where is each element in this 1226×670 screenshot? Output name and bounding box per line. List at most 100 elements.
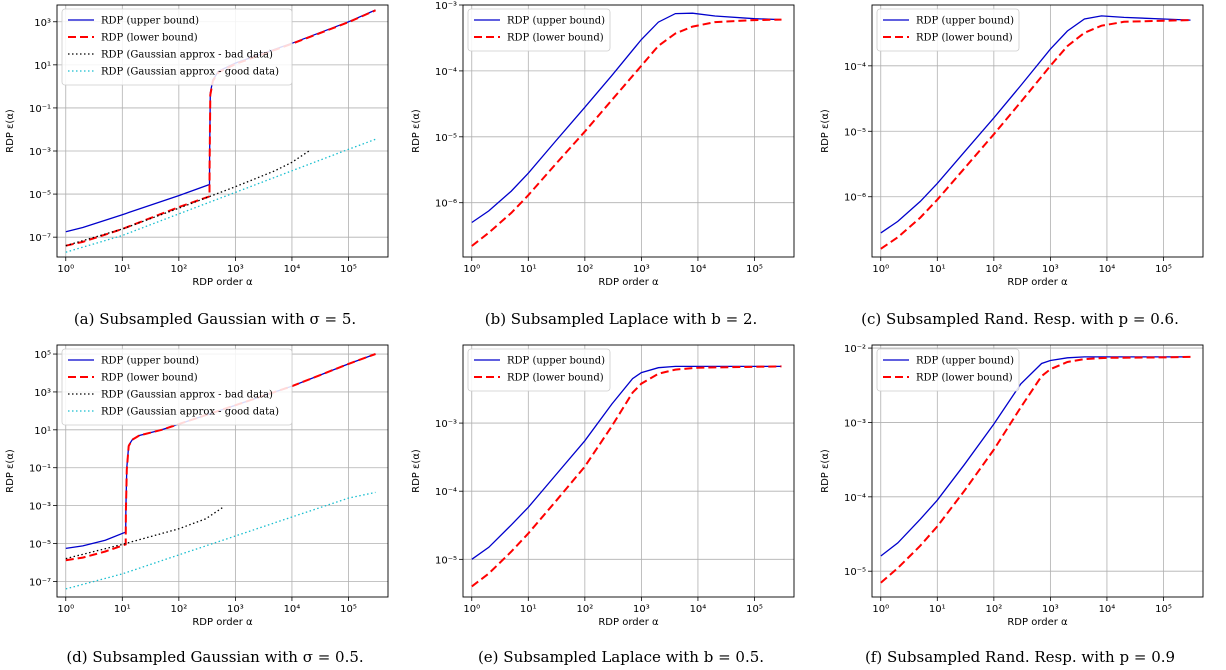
y-tick-label: 10⁻⁶ <box>435 199 457 210</box>
x-tick-label: 10² <box>576 604 593 615</box>
legend-label: RDP (lower bound) <box>101 373 198 384</box>
x-tick-label: 10¹ <box>114 264 131 275</box>
x-axis-label: RDP order α <box>598 617 659 628</box>
series-line <box>471 365 782 588</box>
legend-label: RDP (Gaussian approx - good data) <box>101 407 279 418</box>
legend-box <box>467 348 611 392</box>
legend-label: RDP (upper bound) <box>507 356 605 367</box>
legend: RDP (upper bound) RDP (lower bound) RDP (G… <box>61 8 293 86</box>
x-axis-label: RDP order α <box>1007 277 1068 288</box>
y-tick-label: 10⁻⁵ <box>844 567 866 578</box>
y-tick-label: 10⁻⁴ <box>844 493 866 504</box>
y-tick-label: 10⁻⁵ <box>435 133 457 144</box>
y-tick-label: 10⁻³ <box>435 419 457 430</box>
y-tick-label: 10⁻⁵ <box>29 539 51 550</box>
legend-label: RDP (upper bound) <box>507 16 605 27</box>
chart-caption: (c) Subsampled Rand. Resp. with p = 0.6. <box>861 310 1179 328</box>
x-axis-label: RDP order α <box>598 277 659 288</box>
y-tick-label: 10⁻⁴ <box>435 67 457 78</box>
legend-label: RDP (upper bound) <box>101 16 199 27</box>
legend: RDP (upper bound) RDP (lower bound) <box>876 348 1020 392</box>
legend-label: RDP (upper bound) <box>916 356 1014 367</box>
y-tick-label: 10⁻³ <box>29 502 51 513</box>
legend: RDP (upper bound) RDP (lower bound) RDP (G… <box>61 348 293 426</box>
series-line <box>880 355 1191 584</box>
y-axis-label: RDP ε(α) <box>5 449 16 493</box>
legend: RDP (upper bound) RDP (lower bound) <box>467 8 611 52</box>
x-tick-label: 10² <box>576 264 593 275</box>
legend-box <box>61 348 293 426</box>
legend-label: RDP (Gaussian approx - good data) <box>101 67 279 78</box>
chart-panel-f: 10⁰ 10¹ 10² 10³ 10⁴ 10⁵ 10⁻⁵ 10⁻⁴ 10⁻³ 10⁻² RDP or… <box>820 344 1204 666</box>
y-tick-label: 10¹ <box>34 61 51 72</box>
series-group <box>471 12 782 247</box>
series-line <box>471 18 782 247</box>
y-tick-label: 10³ <box>34 18 51 29</box>
chart-panel-e: 10⁰ 10¹ 10² 10³ 10⁴ 10⁵ 10⁻⁵ 10⁻⁴ 10⁻³ RDP order … <box>411 344 795 666</box>
x-tick-label: 10⁵ <box>1155 264 1172 275</box>
y-tick-label: 10¹ <box>34 426 51 437</box>
legend-box <box>876 348 1020 392</box>
y-tick-label: 10⁻² <box>844 344 866 355</box>
x-tick-label: 10⁵ <box>746 604 763 615</box>
x-tick-label: 10¹ <box>520 264 537 275</box>
legend-label: RDP (upper bound) <box>916 16 1014 27</box>
chart-panel-a: 10⁰ 10¹ 10² 10³ 10⁴ 10⁵ 10⁻⁷ 10⁻⁵ 10⁻³ 10⁻¹ 10¹ 10³… <box>5 4 389 328</box>
legend-label: RDP (lower bound) <box>101 33 198 44</box>
x-tick-label: 10⁴ <box>1099 264 1116 275</box>
y-tick-label: 10⁻⁴ <box>844 62 866 73</box>
legend-label: RDP (lower bound) <box>916 373 1013 384</box>
legend-label: RDP (lower bound) <box>507 33 604 44</box>
x-tick-label: 10⁵ <box>340 264 357 275</box>
plot-frame <box>871 4 1204 258</box>
x-axis-label: RDP order α <box>1007 617 1068 628</box>
plot-frame <box>56 4 389 258</box>
x-tick-label: 10² <box>170 264 187 275</box>
series-line <box>880 15 1191 234</box>
series-group <box>880 15 1191 250</box>
y-axis-label: RDP ε(α) <box>5 109 16 153</box>
plot-frame <box>462 4 795 258</box>
y-tick-label: 10⁻³ <box>29 147 51 158</box>
chart-panel-d: 10⁰ 10¹ 10² 10³ 10⁴ 10⁵ 10⁻⁷ 10⁻⁵ 10⁻³ 10⁻¹ 10¹ 10³… <box>5 344 389 666</box>
plot-frame <box>56 344 389 598</box>
series-line <box>880 356 1191 557</box>
x-tick-label: 10⁴ <box>690 264 707 275</box>
series-line <box>471 12 782 224</box>
legend-label: RDP (lower bound) <box>916 33 1013 44</box>
x-tick-label: 10⁰ <box>57 264 74 275</box>
x-tick-label: 10³ <box>633 604 650 615</box>
y-tick-label: 10⁻⁶ <box>844 193 866 204</box>
x-tick-label: 10⁵ <box>746 264 763 275</box>
x-tick-label: 10⁵ <box>340 604 357 615</box>
legend: RDP (upper bound) RDP (lower bound) <box>876 8 1020 52</box>
chart-caption: (b) Subsampled Laplace with b = 2. <box>485 310 758 328</box>
legend: RDP (upper bound) RDP (lower bound) <box>467 348 611 392</box>
x-tick-label: 10⁴ <box>1099 604 1116 615</box>
legend-label: RDP (upper bound) <box>101 356 199 367</box>
legend-label: RDP (Gaussian approx - bad data) <box>101 390 273 401</box>
series-line <box>65 150 310 247</box>
y-tick-label: 10⁻³ <box>844 418 866 429</box>
chart-caption: (e) Subsampled Laplace with b = 0.5. <box>478 648 764 666</box>
y-axis-label: RDP ε(α) <box>411 109 422 153</box>
y-axis-label: RDP ε(α) <box>411 449 422 493</box>
legend-box <box>467 8 611 52</box>
legend-label: RDP (lower bound) <box>507 373 604 384</box>
x-tick-label: 10³ <box>227 264 244 275</box>
x-tick-label: 10⁴ <box>284 264 301 275</box>
y-tick-label: 10⁻⁴ <box>435 487 457 498</box>
chart-panel-c: 10⁰ 10¹ 10² 10³ 10⁴ 10⁵ 10⁻⁶ 10⁻⁵ 10⁻⁴ RDP order … <box>820 4 1204 328</box>
x-axis-label: RDP order α <box>192 277 253 288</box>
x-tick-label: 10⁰ <box>57 604 74 615</box>
x-tick-label: 10⁴ <box>284 604 301 615</box>
legend-label: RDP (Gaussian approx - bad data) <box>101 50 273 61</box>
legend-box <box>876 8 1020 52</box>
y-tick-label: 10³ <box>34 388 51 399</box>
x-tick-label: 10³ <box>633 264 650 275</box>
y-tick-label: 10⁻⁷ <box>29 233 51 244</box>
y-tick-label: 10⁻⁵ <box>29 190 51 201</box>
x-tick-label: 10² <box>170 604 187 615</box>
series-line <box>471 365 782 560</box>
